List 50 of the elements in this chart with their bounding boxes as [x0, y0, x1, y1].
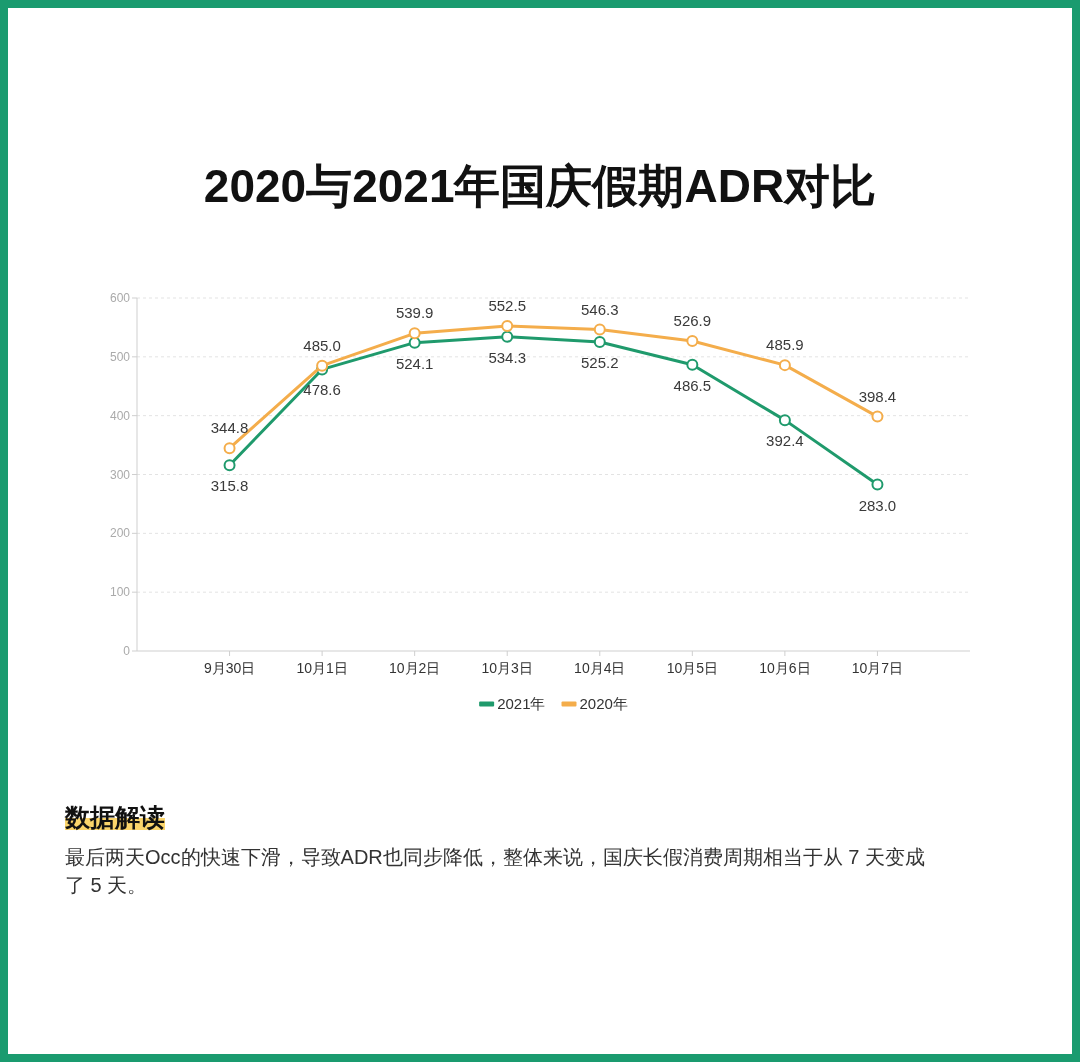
x-tick-label: 10月7日	[851, 660, 904, 676]
data-label: 524.1	[395, 354, 434, 372]
x-tick-label: 10月1日	[296, 660, 348, 676]
data-label: 485.0	[303, 336, 341, 354]
point	[871, 478, 884, 491]
x-tick-label: 10月2日	[388, 660, 441, 676]
data-label: 534.3	[488, 348, 526, 366]
point	[501, 319, 514, 332]
point	[686, 358, 699, 371]
y-tick-label: 300	[109, 467, 131, 482]
text: 最后两天Occ的快速下滑，导致ADR也同步降低，整体来说，国庆长假消费周期相当于从 7 天变成了 5 天。	[65, 846, 926, 896]
x-tick-label: 10月6日	[759, 660, 811, 676]
data-label: 315.8	[210, 477, 249, 495]
y-tick-label: 600	[109, 291, 131, 305]
point	[408, 327, 421, 340]
data-label: 552.5	[488, 296, 526, 314]
data-label: 398.4	[858, 387, 897, 405]
point	[501, 330, 514, 343]
point	[778, 414, 791, 427]
chart-title: 2020与2021年国庆假期ADR对比	[203, 160, 877, 212]
data-label: 344.8	[210, 419, 249, 437]
point	[686, 335, 699, 347]
x-tick-label: 9月30日	[203, 660, 256, 676]
point	[223, 459, 236, 472]
y-tick-label: 200	[109, 526, 131, 541]
data-label: 539.9	[395, 304, 434, 322]
y-tick-label: 100	[109, 585, 131, 600]
legend-label: 2020年	[579, 695, 628, 712]
point	[593, 323, 606, 336]
data-label: 546.3	[581, 300, 619, 318]
x-tick-label: 10月4日	[574, 660, 626, 676]
data-label: 283.0	[858, 496, 897, 514]
x-tick-label: 10月5日	[666, 660, 719, 676]
data-label: 525.2	[581, 354, 619, 372]
x-tick-label: 10月3日	[481, 660, 533, 676]
text: 数据解读	[64, 803, 165, 831]
y-tick-label: 500	[109, 349, 131, 364]
data-label: 486.5	[673, 376, 712, 394]
data-label: 392.4	[766, 432, 804, 450]
data-label: 485.9	[766, 336, 804, 354]
point	[593, 336, 606, 348]
y-tick-label: 400	[109, 408, 131, 423]
data-label: 526.9	[673, 312, 712, 330]
y-tick-label: 0	[123, 644, 131, 658]
point	[223, 442, 236, 455]
data-label: 478.6	[303, 381, 341, 399]
point	[778, 359, 791, 372]
point	[316, 359, 329, 372]
point	[871, 410, 884, 423]
legend-label: 2021年	[497, 695, 546, 712]
